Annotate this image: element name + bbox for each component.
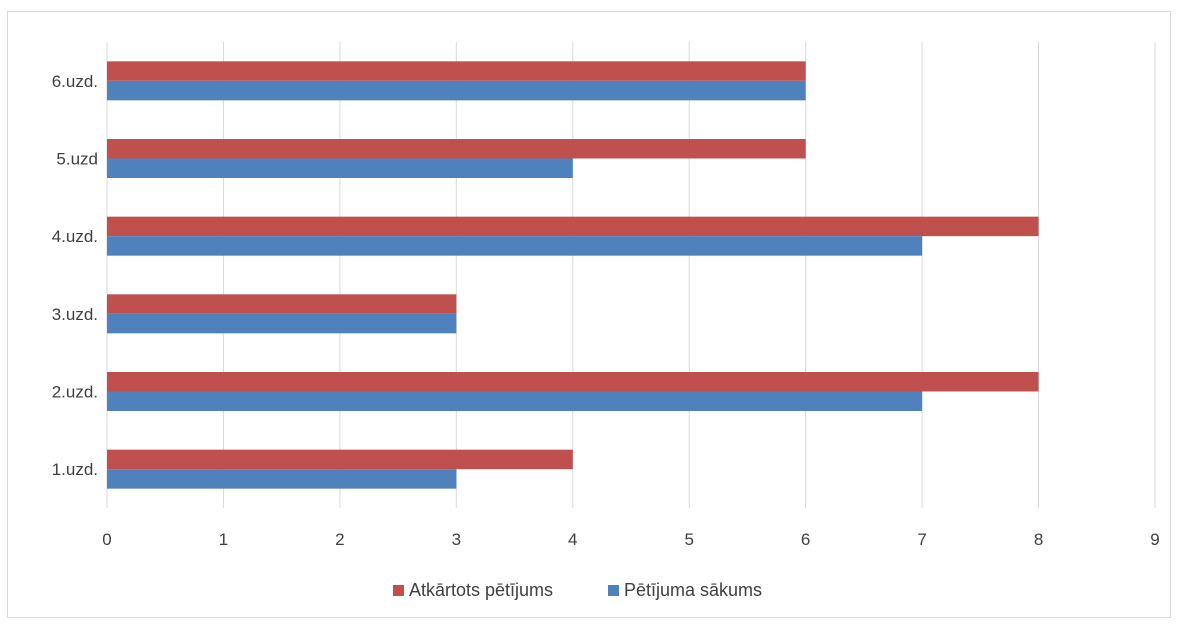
legend-label: Pētījuma sākums — [624, 580, 762, 600]
x-tick-label: 0 — [102, 530, 111, 549]
bar-sakums-1 — [107, 469, 457, 489]
x-tick-label: 2 — [335, 530, 344, 549]
category-labels: 1.uzd. 2.uzd. 3.uzd. 4.uzd. 5.uzd 6.uzd. — [52, 72, 98, 479]
bar-atkartots-5 — [107, 139, 806, 159]
bar-sakums-4 — [107, 236, 923, 256]
category-label: 2.uzd. — [52, 383, 98, 402]
x-tick-label: 7 — [917, 530, 926, 549]
category-label: 3.uzd. — [52, 305, 98, 324]
legend: Atkārtots pētījums Pētījuma sākums — [393, 580, 762, 600]
bars — [107, 61, 1039, 489]
x-axis-tick-labels: 0 1 2 3 4 5 6 7 8 9 — [102, 530, 1159, 549]
bar-sakums-5 — [107, 158, 573, 178]
bar-atkartots-6 — [107, 61, 806, 81]
bar-sakums-3 — [107, 313, 457, 334]
category-label: 4.uzd. — [52, 227, 98, 246]
x-tick-label: 9 — [1150, 530, 1159, 549]
x-tick-label: 3 — [452, 530, 461, 549]
x-tick-label: 5 — [684, 530, 693, 549]
category-label: 1.uzd. — [52, 460, 98, 479]
bar-atkartots-2 — [107, 372, 1039, 392]
x-tick-label: 1 — [219, 530, 228, 549]
bar-atkartots-4 — [107, 216, 1039, 237]
bar-sakums-6 — [107, 80, 806, 101]
x-tick-label: 4 — [568, 530, 577, 549]
gridlines — [106, 42, 1156, 508]
category-label: 6.uzd. — [52, 72, 98, 91]
category-label: 5.uzd — [56, 150, 98, 169]
legend-swatch — [393, 585, 404, 596]
legend-label: Atkārtots pētījums — [409, 580, 553, 600]
x-tick-label: 8 — [1034, 530, 1043, 549]
bar-atkartots-1 — [107, 449, 573, 470]
legend-swatch — [608, 585, 619, 596]
x-tick-label: 6 — [801, 530, 810, 549]
bar-atkartots-3 — [107, 294, 457, 314]
bar-sakums-2 — [107, 391, 923, 411]
